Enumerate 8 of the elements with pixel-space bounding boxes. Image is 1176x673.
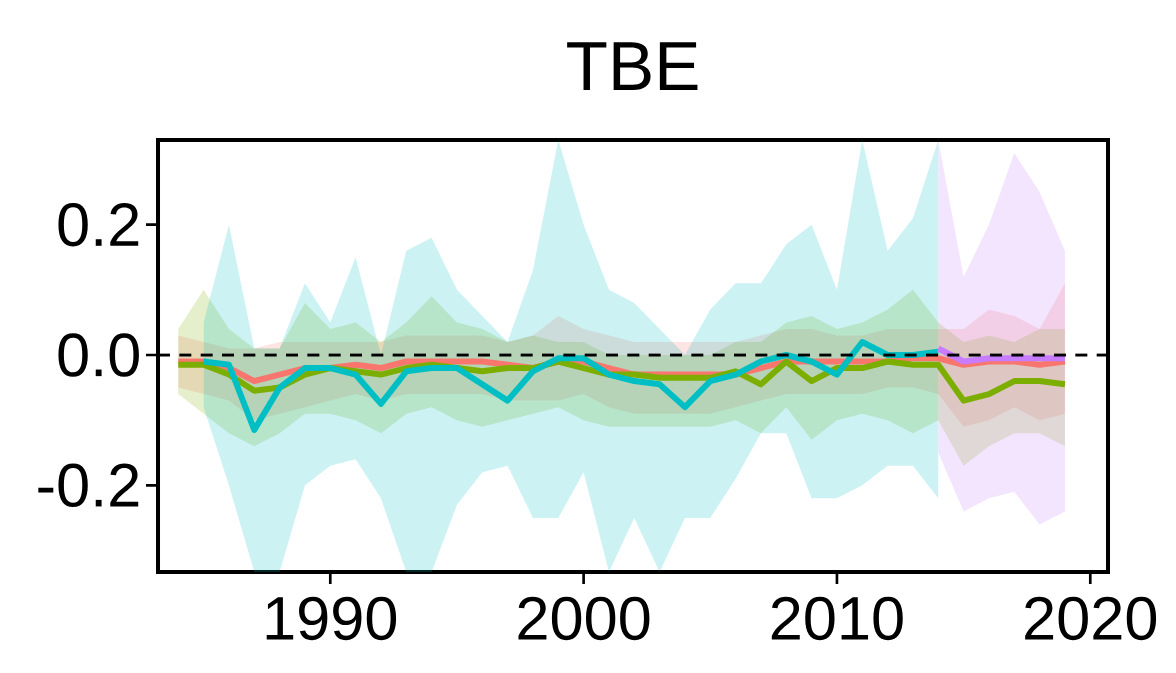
x-tick-label: 2010	[771, 596, 903, 641]
x-tick-label: 2020	[1025, 596, 1157, 641]
chart-title: TBE	[567, 42, 698, 90]
x-tick-label: 1990	[266, 596, 397, 641]
y-tick-label: -0.2	[38, 463, 139, 508]
x-tick-label: 2000	[518, 596, 650, 641]
y-tick-label: 0.0	[58, 333, 139, 377]
y-tick-label: 0.2	[58, 202, 139, 247]
